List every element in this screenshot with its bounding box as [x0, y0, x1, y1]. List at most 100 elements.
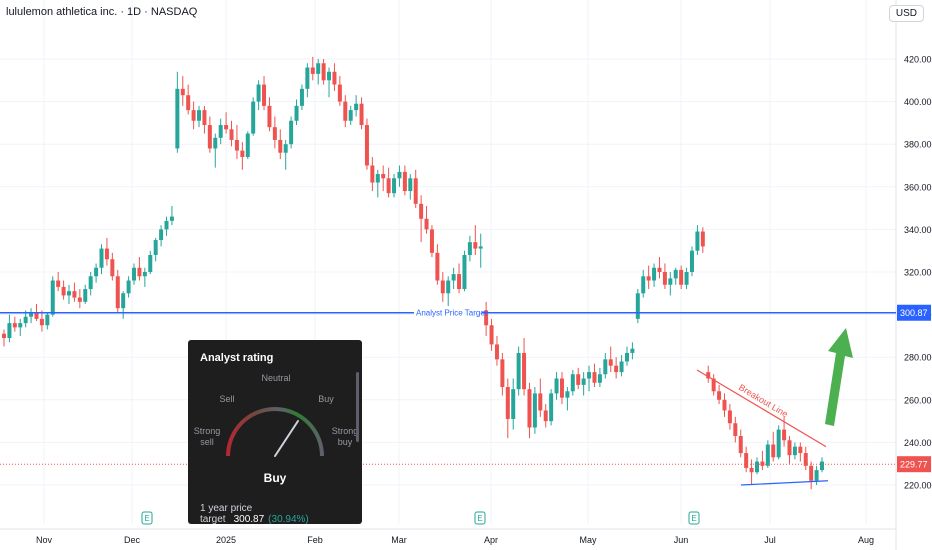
label-buy: Buy: [318, 394, 334, 404]
candle-body: [50, 280, 55, 315]
candle-body: [624, 352, 629, 362]
candle-body: [67, 291, 72, 296]
candle-body: [175, 88, 180, 149]
candle-body: [94, 267, 99, 277]
candle-body: [462, 254, 467, 290]
candle-body: [104, 248, 109, 260]
candle-body: [121, 293, 126, 309]
candle-body: [608, 359, 613, 366]
candle-body: [354, 103, 359, 111]
candle-body: [402, 171, 407, 192]
candle-body: [527, 389, 532, 428]
earnings-marker: [141, 511, 153, 525]
candle-body: [635, 293, 640, 319]
candle-body: [565, 391, 570, 398]
candle-body: [83, 289, 88, 302]
candle-body: [559, 378, 564, 398]
earnings-marker: [474, 511, 486, 525]
candle-body: [99, 248, 104, 268]
candle-body: [576, 374, 581, 385]
candle-body: [207, 125, 212, 149]
candle-body: [419, 203, 424, 219]
target-price-tag-text: 300.87: [900, 308, 928, 318]
candle-body: [646, 276, 651, 281]
x-tick-label: Jun: [674, 535, 689, 545]
candle-body: [543, 410, 548, 422]
currency-button[interactable]: USD: [888, 5, 924, 22]
candle-body: [289, 120, 294, 145]
candle-body: [337, 84, 342, 102]
candle-body: [359, 103, 364, 126]
candlestick-series: [2, 56, 824, 490]
y-tick-label: 240.00: [904, 438, 932, 448]
candle-body: [727, 410, 732, 424]
candle-body: [744, 453, 749, 468]
y-tick-label: 340.00: [904, 225, 932, 235]
candle-body: [478, 246, 483, 249]
candle-body: [467, 242, 472, 255]
candle-body: [689, 250, 694, 272]
candle-body: [61, 286, 66, 296]
symbol-title[interactable]: lululemon athletica inc. · 1D · NASDAQ: [6, 6, 198, 18]
candle-body: [153, 240, 158, 255]
candle-body: [532, 393, 537, 428]
candle-body: [679, 269, 684, 285]
bullish-arrow: [825, 328, 853, 426]
candle-body: [413, 178, 418, 204]
candle-body: [435, 252, 440, 281]
analyst-rating-title: Analyst rating: [200, 352, 274, 364]
candle-body: [597, 374, 602, 383]
rating-gauge: [226, 407, 324, 457]
candle-body: [408, 178, 413, 192]
candle-body: [321, 63, 326, 81]
candle-body: [489, 325, 494, 345]
candle-body: [29, 312, 34, 317]
candle-body: [484, 310, 489, 326]
chart-overlays: Analyst Price Target 300.87 229.77 Breakout…: [0, 304, 931, 525]
candle-body: [516, 352, 521, 390]
y-tick-label: 380.00: [904, 140, 932, 150]
x-tick-label: Aug: [858, 535, 874, 545]
candle-body: [814, 470, 819, 481]
x-tick-label: Jul: [764, 535, 776, 545]
candle-body: [630, 348, 635, 353]
candle-body: [164, 220, 169, 230]
candle-body: [12, 323, 17, 328]
candle-body: [581, 378, 586, 385]
candle-body: [738, 436, 743, 454]
rating-result: Buy: [263, 471, 287, 485]
price-target-row: 1 year price target 300.87 (30.94%): [200, 503, 362, 525]
candle-body: [722, 399, 727, 411]
candle-body: [717, 391, 722, 400]
candle-body: [370, 165, 375, 183]
candle-body: [45, 314, 50, 326]
x-tick-label: Mar: [391, 535, 407, 545]
panel-scrollbar[interactable]: [356, 372, 359, 442]
x-tick-label: Nov: [36, 535, 53, 545]
x-tick-label: Dec: [124, 535, 141, 545]
candle-body: [570, 374, 575, 392]
candle-body: [137, 267, 142, 277]
candle-body: [673, 269, 678, 279]
candle-body: [197, 110, 202, 121]
candle-body: [684, 272, 689, 285]
candle-body: [272, 127, 277, 140]
candle-body: [343, 101, 348, 121]
y-tick-label: 420.00: [904, 55, 932, 65]
candle-body: [148, 254, 153, 272]
gauge-arc: [226, 407, 324, 457]
chart-grid: [0, 0, 896, 524]
candle-body: [180, 88, 185, 96]
candle-body: [662, 272, 667, 285]
candle-body: [364, 125, 369, 166]
earnings-marker-label: E: [144, 514, 149, 523]
candle-body: [782, 429, 787, 441]
earnings-marker-label: E: [691, 514, 696, 523]
candle-body: [72, 291, 77, 298]
candle-body: [511, 389, 516, 419]
candle-body: [554, 378, 559, 394]
y-tick-label: 320.00: [904, 268, 932, 278]
breakout-line: [696, 369, 827, 448]
